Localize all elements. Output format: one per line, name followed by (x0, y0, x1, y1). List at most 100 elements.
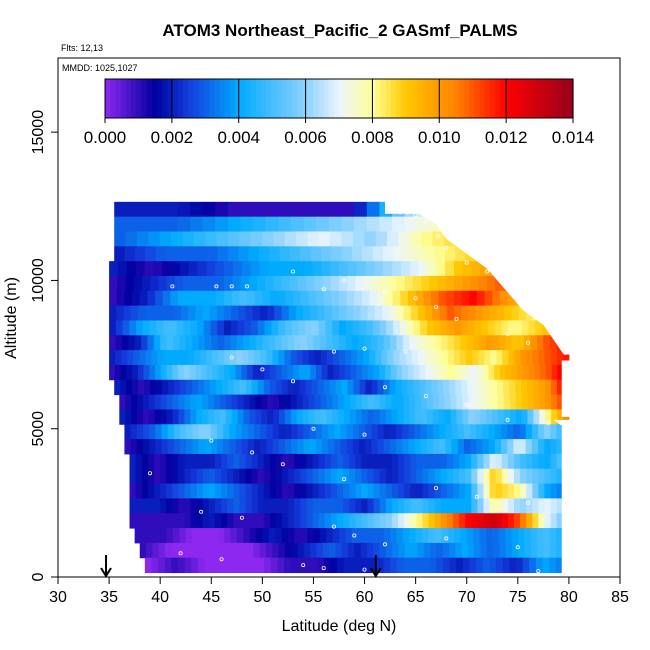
heatmap-cell (330, 275, 340, 292)
heatmap-cell (124, 439, 132, 455)
heatmap-cell (520, 513, 527, 529)
heatmap-cell (373, 498, 381, 514)
heatmap-cell (296, 231, 308, 247)
heatmap-cell (332, 350, 340, 366)
heatmap-cell (127, 350, 134, 366)
heatmap-cell (424, 246, 436, 262)
heatmap-cell (463, 439, 471, 455)
heatmap-cell (332, 320, 340, 336)
heatmap-cell (305, 320, 313, 336)
heatmap-cell (436, 364, 443, 381)
heatmap-cell (444, 409, 452, 425)
heatmap-cell (414, 424, 422, 440)
flight-track-point (398, 210, 403, 215)
heatmap-cell (211, 557, 219, 574)
heatmap-cell (442, 542, 450, 559)
heatmap-cell (168, 379, 175, 396)
heatmap-cell (290, 409, 298, 425)
flight-track-point (362, 346, 367, 351)
heatmap-cell (380, 275, 389, 292)
heatmap-cell (379, 394, 387, 410)
heatmap-cell (257, 498, 265, 514)
heatmap-cell (358, 528, 366, 544)
colorbar-segment (521, 79, 527, 118)
heatmap-cell (536, 528, 544, 544)
heatmap-cell (419, 379, 426, 396)
heatmap-cell (257, 483, 265, 499)
heatmap-cell (446, 498, 454, 514)
heatmap-cell (445, 439, 453, 455)
heatmap-cell (443, 557, 451, 574)
heatmap-cell (379, 216, 393, 232)
heatmap-cell (409, 231, 422, 247)
heatmap-cell (153, 528, 161, 544)
heatmap-cell (330, 261, 340, 277)
heatmap-cell (208, 453, 216, 470)
heatmap-cell (326, 409, 333, 425)
heatmap-cell (421, 409, 428, 425)
heatmap-cell (173, 424, 181, 440)
heatmap-cell (436, 261, 446, 277)
heatmap-cell (379, 513, 387, 529)
heatmap-cell (219, 394, 227, 410)
heatmap-cell (476, 290, 486, 307)
heatmap-cell (184, 513, 192, 529)
heatmap-cell (435, 350, 443, 366)
heatmap-cell (542, 557, 550, 574)
heatmap-cell (261, 394, 268, 410)
heatmap-cell (429, 350, 437, 366)
heatmap-cell (550, 498, 558, 514)
heatmap-cell (201, 364, 208, 381)
heatmap-cell (418, 261, 428, 277)
heatmap-cell (528, 320, 536, 336)
heatmap-cell (306, 483, 314, 499)
heatmap-cutout (561, 360, 575, 417)
heatmap-cell (505, 528, 512, 544)
heatmap-cell (357, 350, 364, 366)
heatmap-cell (150, 379, 157, 396)
heatmap-cell (473, 335, 480, 351)
heatmap-cell (142, 320, 151, 336)
heatmap-cell (291, 424, 298, 440)
heatmap-cell (277, 557, 285, 574)
heatmap-cell (251, 320, 259, 336)
heatmap-cell (512, 542, 519, 559)
flight-track-point (526, 340, 531, 345)
heatmap-cell (489, 483, 497, 499)
heatmap-cell (401, 379, 408, 396)
heatmap-cell (545, 409, 552, 425)
heatmap-cell (541, 320, 550, 336)
colorbar-segment (391, 79, 397, 118)
heatmap-cell (155, 439, 162, 455)
heatmap-cell (535, 320, 543, 336)
heatmap-cell (400, 261, 411, 277)
heatmap-cell (294, 513, 301, 529)
heatmap-cell (389, 305, 397, 321)
heatmap-cell (315, 439, 323, 455)
heatmap-cell (330, 231, 343, 247)
heatmap-cell (149, 424, 156, 440)
heatmap-cell (367, 364, 374, 381)
heatmap-cell (121, 335, 129, 351)
heatmap-cell (272, 350, 279, 366)
heatmap-cell (361, 364, 369, 381)
heatmap-cell (264, 320, 272, 336)
heatmap-cell (193, 290, 202, 307)
heatmap-cell (447, 350, 455, 366)
heatmap-cell (404, 483, 411, 499)
heatmap-cell (224, 528, 231, 544)
y-axis-label: Altitude (m) (3, 277, 20, 359)
heatmap-cell (524, 528, 532, 544)
heatmap-cell (310, 364, 317, 381)
heatmap-cell (502, 557, 510, 574)
heatmap-cell (146, 542, 153, 559)
heatmap-cell (208, 483, 216, 499)
heatmap-cell (135, 483, 143, 499)
flight-track-point (434, 485, 439, 490)
heatmap-cell (251, 379, 259, 396)
colorbar-segment (136, 79, 142, 118)
heatmap-cell (340, 424, 348, 440)
heatmap-cell (190, 483, 198, 499)
heatmap-cell (269, 379, 277, 396)
heatmap-cell (236, 335, 244, 351)
